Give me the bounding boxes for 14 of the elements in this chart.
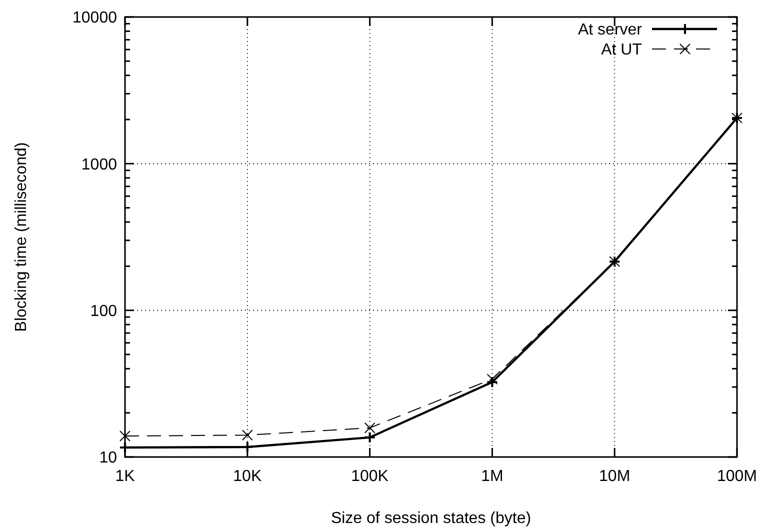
y-tick-label: 10 bbox=[99, 450, 118, 467]
y-axis-title: Blocking time (millisecond) bbox=[13, 142, 30, 332]
x-tick-label: 100K bbox=[351, 468, 389, 485]
x-axis-title: Size of session states (byte) bbox=[330, 510, 532, 527]
legend-label: At UT bbox=[601, 42, 642, 59]
x-tick-label: 1K bbox=[115, 468, 136, 485]
y-tick-label: 100 bbox=[90, 302, 118, 320]
x-tick-label: 10M bbox=[599, 468, 630, 485]
x-tick-label: 10K bbox=[233, 468, 262, 485]
x-tick-label: 100M bbox=[716, 468, 758, 485]
y-tick-label: 10000 bbox=[72, 10, 118, 27]
legend-label: At server bbox=[578, 22, 643, 39]
x-tick-label: 1M bbox=[481, 468, 504, 485]
y-tick-label: 1000 bbox=[81, 156, 118, 174]
